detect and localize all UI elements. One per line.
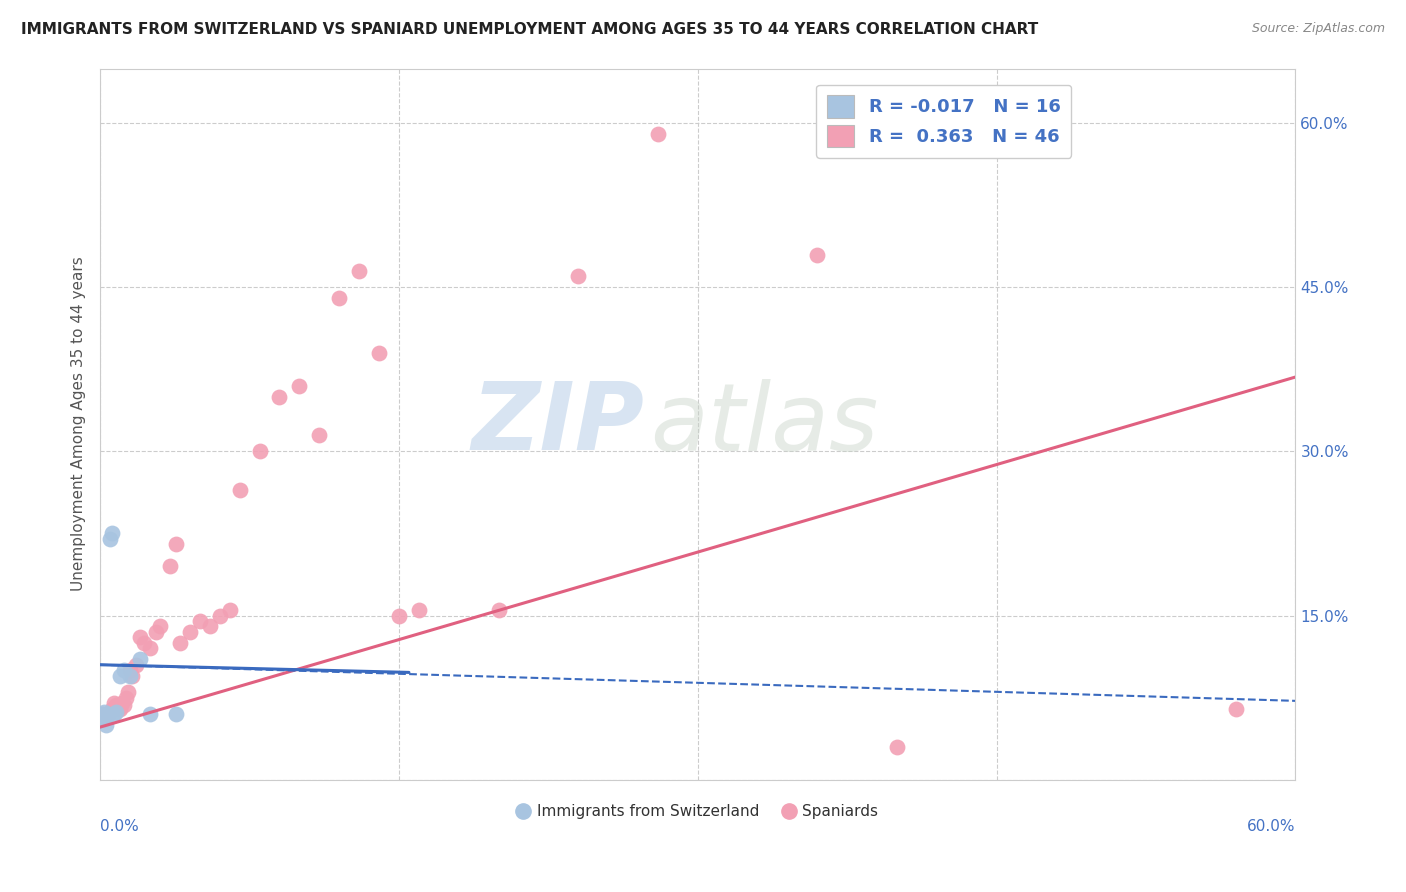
Point: [269, 390, 291, 404]
Point: [118, 663, 141, 677]
Point: [139, 706, 162, 721]
Point: [118, 669, 141, 683]
Point: [149, 619, 172, 633]
Point: [121, 669, 143, 683]
Point: [94, 718, 117, 732]
Point: [129, 652, 152, 666]
Point: [101, 526, 124, 541]
Point: [98, 532, 121, 546]
Point: [108, 701, 131, 715]
Point: [567, 269, 589, 284]
Point: [179, 624, 201, 639]
Y-axis label: Unemployment Among Ages 35 to 44 years: Unemployment Among Ages 35 to 44 years: [72, 257, 86, 591]
Point: [806, 247, 828, 261]
Point: [97, 706, 120, 721]
Point: [125, 657, 148, 672]
Point: [145, 624, 167, 639]
Point: [108, 669, 131, 683]
Point: [368, 346, 391, 360]
Point: [208, 608, 231, 623]
Point: [165, 706, 187, 721]
Point: [218, 603, 240, 617]
Point: [198, 619, 221, 633]
Point: [1225, 701, 1247, 715]
Point: [347, 264, 370, 278]
Point: [101, 701, 124, 715]
Legend: Immigrants from Switzerland, Spaniards: Immigrants from Switzerland, Spaniards: [512, 798, 884, 825]
Point: [886, 739, 908, 754]
Point: [94, 709, 117, 723]
Point: [94, 709, 117, 723]
Point: [103, 706, 125, 721]
Text: 0.0%: 0.0%: [100, 819, 139, 834]
Point: [129, 631, 152, 645]
Point: [105, 698, 128, 713]
Point: [647, 127, 669, 141]
Point: [103, 696, 125, 710]
Point: [132, 636, 155, 650]
Point: [188, 614, 211, 628]
Point: [328, 291, 350, 305]
Point: [105, 705, 128, 719]
Point: [91, 706, 114, 721]
Point: [169, 636, 191, 650]
Text: IMMIGRANTS FROM SWITZERLAND VS SPANIARD UNEMPLOYMENT AMONG AGES 35 TO 44 YEARS C: IMMIGRANTS FROM SWITZERLAND VS SPANIARD …: [21, 22, 1039, 37]
Text: ZIP: ZIP: [471, 378, 644, 470]
Point: [93, 713, 115, 727]
Text: 60.0%: 60.0%: [1247, 819, 1295, 834]
Point: [97, 706, 120, 721]
Point: [139, 641, 162, 656]
Point: [93, 713, 115, 727]
Point: [488, 603, 510, 617]
Point: [115, 690, 138, 705]
Point: [408, 603, 430, 617]
Point: [159, 559, 181, 574]
Point: [107, 701, 129, 715]
Point: [93, 705, 115, 719]
Point: [91, 706, 114, 721]
Point: [388, 608, 411, 623]
Point: [117, 685, 139, 699]
Point: [112, 663, 135, 677]
Point: [165, 537, 187, 551]
Point: [111, 696, 134, 710]
Text: Source: ZipAtlas.com: Source: ZipAtlas.com: [1251, 22, 1385, 36]
Point: [228, 483, 250, 497]
Point: [288, 378, 311, 392]
Point: [98, 705, 121, 719]
Text: atlas: atlas: [650, 378, 879, 469]
Point: [249, 444, 271, 458]
Point: [308, 428, 330, 442]
Point: [112, 698, 135, 713]
